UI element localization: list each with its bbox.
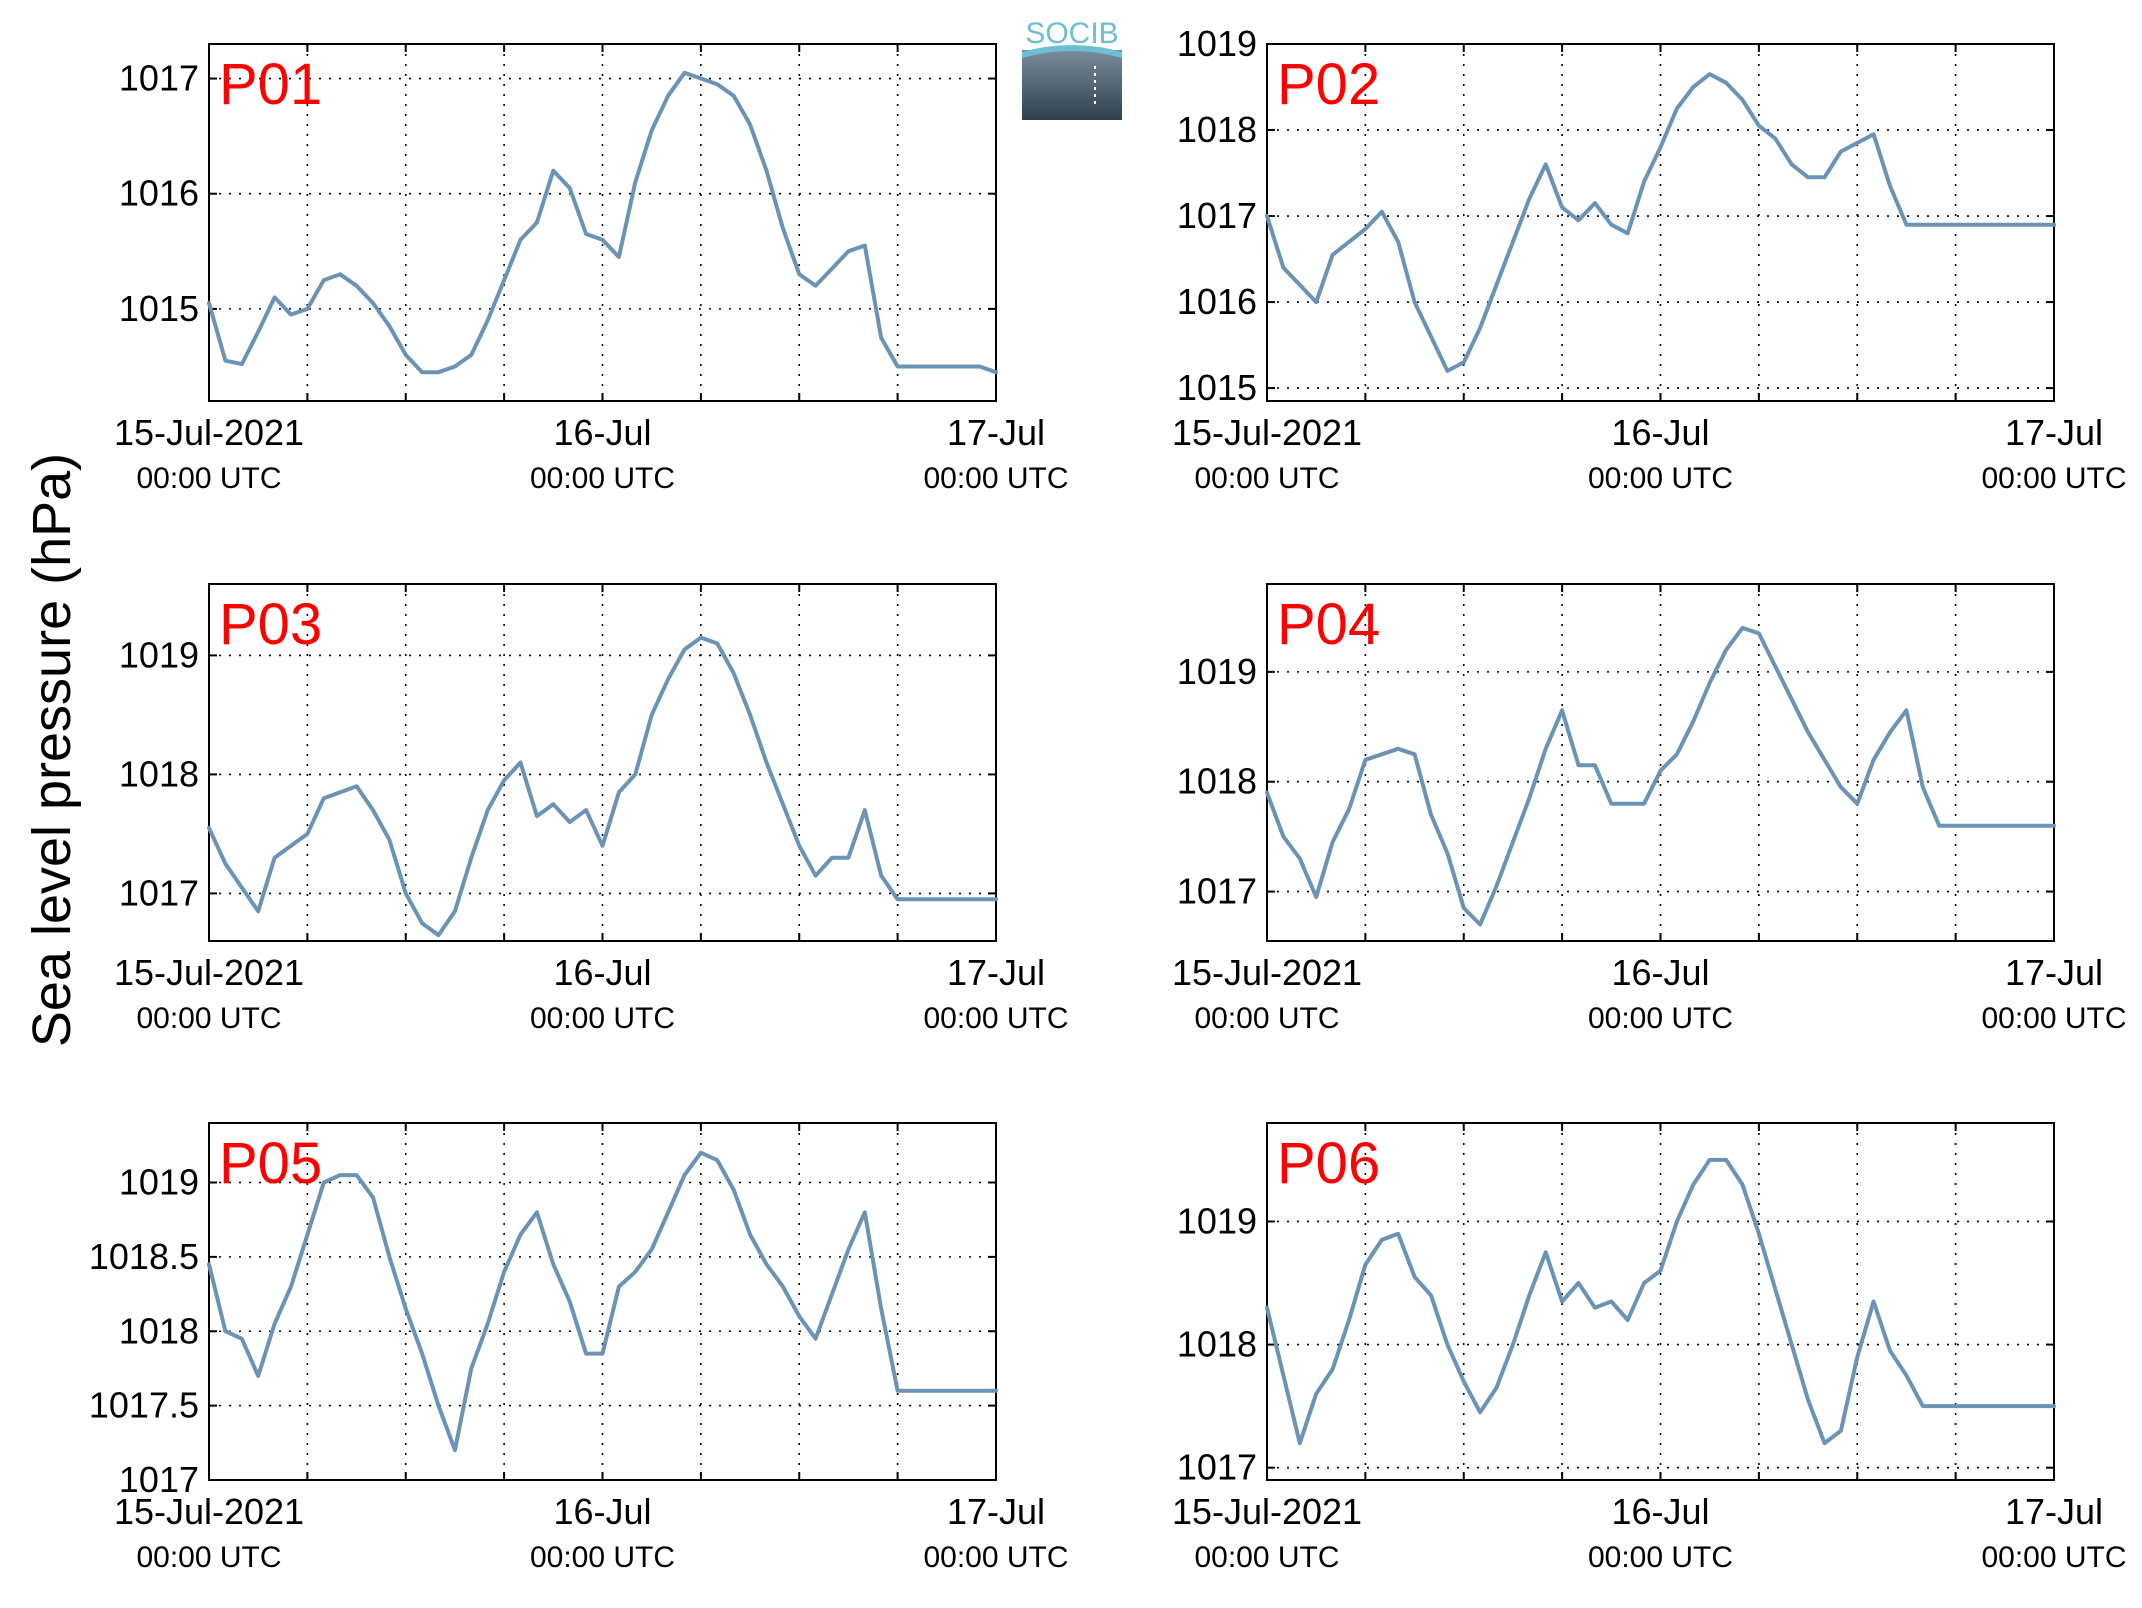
panel-label: P01 [219,52,322,117]
y-tick-label: 1017 [1177,1447,1257,1488]
x-tick-label: 15-Jul-2021 [114,952,304,993]
chart-panel-6: 1017 1018 1019 15-Jul-2021 00:00 UTC 16-Jul 00… [1172,1122,2127,1574]
series-line [207,1150,998,1453]
y-tick-label: 1015 [1177,367,1257,408]
x-tick-label: 17-Jul [2005,1491,2103,1532]
x-tick-label: 16-Jul [553,952,651,993]
x-tick-sublabel: 00:00 UTC [530,462,675,495]
x-tick-sublabel: 00:00 UTC [1981,1002,2126,1035]
y-tick-label: 1019 [1177,1200,1257,1241]
x-tick-label: 15-Jul-2021 [1172,1491,1362,1532]
series-line [1265,72,2056,373]
plot-frame [1266,1122,2055,1481]
series-line [207,70,998,375]
x-tick-label: 15-Jul-2021 [114,1491,304,1532]
y-tick-label: 1019 [1177,651,1257,692]
x-tick-label: 15-Jul-2021 [1172,952,1362,993]
y-tick-label: 1017 [119,58,199,99]
socib-logo-wave [1022,45,1122,58]
panel-label: P02 [1277,52,1380,117]
x-tick-sublabel: 00:00 UTC [1194,462,1339,495]
chart-panel-1: 1015 1016 1017 15-Jul-2021 00:00 UTC 16-Jul 00… [114,43,1069,495]
chart-panel-5: 1017 1017.5 1018 1018.5 1019 15-Jul-2021 00:00… [89,1122,1069,1574]
x-tick-label: 16-Jul [1611,952,1709,993]
x-tick-label: 15-Jul-2021 [114,412,304,453]
x-tick-label: 17-Jul [947,412,1045,453]
socib-logo-block [1022,50,1122,120]
y-tick-label: 1018 [1177,761,1257,802]
plot-frame [208,43,997,402]
y-tick-label: 1017 [1177,195,1257,236]
x-tick-label: 16-Jul [553,412,651,453]
x-tick-sublabel: 00:00 UTC [923,462,1068,495]
y-tick-label: 1017 [119,1459,199,1500]
socib-logo-text: SOCIB [1025,17,1118,50]
x-tick-label: 15-Jul-2021 [1172,412,1362,453]
x-tick-sublabel: 00:00 UTC [136,1002,281,1035]
plot-frame [1266,583,2055,942]
x-tick-label: 16-Jul [553,1491,651,1532]
y-tick-label: 1017 [1177,871,1257,912]
y-tick-label: 1018 [119,1310,199,1351]
x-tick-sublabel: 00:00 UTC [1588,1541,1733,1574]
panel-label: P03 [219,592,322,657]
x-tick-label: 16-Jul [1611,1491,1709,1532]
y-tick-label: 1018.5 [89,1236,199,1277]
panel-label: P05 [219,1131,322,1196]
y-axis-label: Sea level pressure (hPa) [22,453,82,1047]
x-tick-sublabel: 00:00 UTC [136,462,281,495]
x-tick-label: 17-Jul [2005,412,2103,453]
y-tick-label: 1018 [1177,109,1257,150]
x-tick-sublabel: 00:00 UTC [1194,1002,1339,1035]
x-tick-label: 17-Jul [2005,952,2103,993]
x-tick-sublabel: 00:00 UTC [136,1541,281,1574]
x-tick-sublabel: 00:00 UTC [923,1541,1068,1574]
y-tick-label: 1018 [1177,1324,1257,1365]
chart-panel-4: 1017 1018 1019 15-Jul-2021 00:00 UTC 16-Jul 00… [1172,583,2127,1035]
socib-logo: SOCIB [1022,17,1122,120]
x-tick-sublabel: 00:00 UTC [1588,1002,1733,1035]
plot-frame [1266,43,2055,402]
chart-panel-2: 1015 1016 1017 1018 1019 15-Jul-2021 00:00 UTC… [1172,23,2127,495]
x-tick-sublabel: 00:00 UTC [923,1002,1068,1035]
x-tick-label: 17-Jul [947,952,1045,993]
y-tick-label: 1019 [1177,23,1257,64]
y-tick-label: 1016 [119,173,199,214]
panel-label: P04 [1277,592,1380,657]
panel-label: P06 [1277,1131,1380,1196]
x-tick-sublabel: 00:00 UTC [1981,462,2126,495]
x-tick-label: 16-Jul [1611,412,1709,453]
series-line [1265,625,2056,927]
x-tick-sublabel: 00:00 UTC [530,1002,675,1035]
y-tick-label: 1017 [119,872,199,913]
chart-panel-3: 1017 1018 1019 15-Jul-2021 00:00 UTC 16-Jul 00… [114,583,1069,1035]
y-tick-label: 1017.5 [89,1385,199,1426]
x-tick-sublabel: 00:00 UTC [1588,462,1733,495]
y-tick-label: 1016 [1177,281,1257,322]
x-tick-sublabel: 00:00 UTC [530,1541,675,1574]
x-tick-sublabel: 00:00 UTC [1981,1541,2126,1574]
y-tick-label: 1015 [119,288,199,329]
x-tick-label: 17-Jul [947,1491,1045,1532]
series-line [207,635,998,938]
plot-frame [208,583,997,942]
y-tick-label: 1018 [119,753,199,794]
x-tick-sublabel: 00:00 UTC [1194,1541,1339,1574]
series-line [1265,1157,2056,1446]
y-tick-label: 1019 [119,634,199,675]
y-tick-label: 1019 [119,1162,199,1203]
